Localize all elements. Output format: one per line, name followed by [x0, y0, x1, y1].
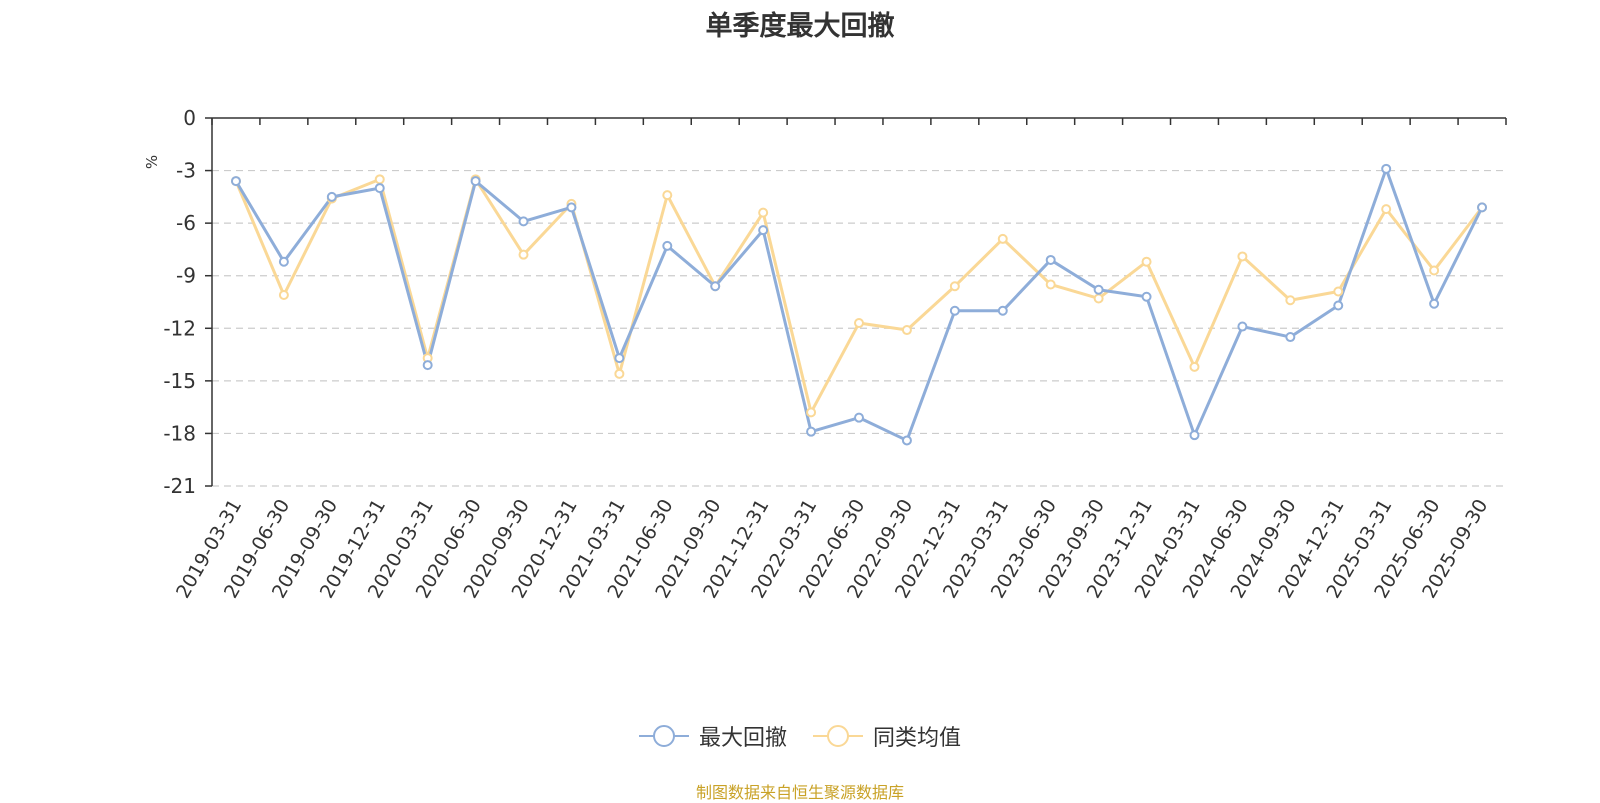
data-point [949, 281, 960, 292]
y-tick-label: -21 [163, 474, 196, 498]
data-point [1285, 295, 1296, 306]
legend-label: 最大回撤 [698, 726, 787, 751]
data-point [901, 325, 912, 336]
data-point [1141, 291, 1152, 302]
legend: 最大回撤 同类均值 [0, 720, 1600, 752]
y-axis-label: % [143, 155, 161, 169]
data-point [949, 305, 960, 316]
y-tick-label: -9 [176, 264, 196, 288]
legend-line-circle-icon [638, 725, 689, 747]
data-point [806, 407, 817, 418]
data-point [614, 353, 625, 364]
y-tick-label: -6 [176, 211, 196, 235]
data-point [1189, 430, 1200, 441]
source-note: 制图数据来自恒生聚源数据库 [695, 783, 904, 802]
data-point [566, 202, 577, 213]
data-point [518, 249, 529, 260]
line-chart: 0-3-6-9-12-15-18-212019-03-312019-06-302… [143, 106, 1507, 602]
data-point [1333, 300, 1344, 311]
data-point [326, 191, 337, 202]
data-point [1429, 265, 1440, 276]
data-point [1189, 361, 1200, 372]
y-tick-label: 0 [183, 106, 196, 130]
legend-label: 同类均值 [873, 726, 962, 751]
data-point [854, 318, 864, 329]
data-point [758, 225, 769, 236]
data-point [1285, 332, 1296, 343]
data-point [662, 190, 673, 201]
y-tick-label: -18 [163, 421, 196, 445]
data-point [230, 176, 241, 187]
data-point [518, 216, 529, 227]
data-point [374, 183, 385, 194]
legend-line-circle-icon [813, 725, 863, 747]
data-point [1237, 251, 1248, 262]
data-point [758, 207, 769, 218]
data-point [901, 435, 912, 446]
data-point [710, 281, 721, 292]
data-point [997, 233, 1008, 244]
data-point [1381, 163, 1392, 174]
grid-lines [212, 169, 1506, 487]
data-point [1237, 321, 1248, 332]
data-point [1045, 279, 1056, 290]
data-point [470, 176, 481, 187]
data-point [1141, 256, 1152, 267]
data-point [614, 368, 625, 379]
series-line-0 [234, 167, 1484, 442]
data-point [278, 289, 289, 300]
data-point [278, 256, 289, 267]
chart-title: 单季度最大回撤 [705, 11, 895, 42]
data-point [374, 174, 385, 185]
data-point [1045, 254, 1056, 265]
data-point [1429, 298, 1440, 309]
series-group [230, 163, 1488, 446]
data-point [1333, 286, 1344, 297]
data-point [422, 360, 433, 371]
legend-item-series-1[interactable]: 同类均值 [813, 720, 961, 752]
data-point [806, 426, 817, 437]
data-point [1093, 284, 1104, 295]
data-point [997, 305, 1008, 316]
axes: 0-3-6-9-12-15-18-212019-03-312019-06-302… [163, 106, 1507, 602]
data-point [854, 412, 864, 423]
y-tick-label: -12 [163, 316, 196, 340]
data-point [662, 240, 673, 251]
series-line-1 [234, 177, 1484, 414]
legend-item-series-0[interactable]: 最大回撤 [638, 720, 787, 752]
y-tick-label: -15 [163, 369, 196, 393]
data-point [1477, 202, 1488, 213]
data-point [1093, 293, 1104, 304]
data-point [1381, 204, 1392, 215]
y-tick-label: -3 [176, 159, 196, 183]
